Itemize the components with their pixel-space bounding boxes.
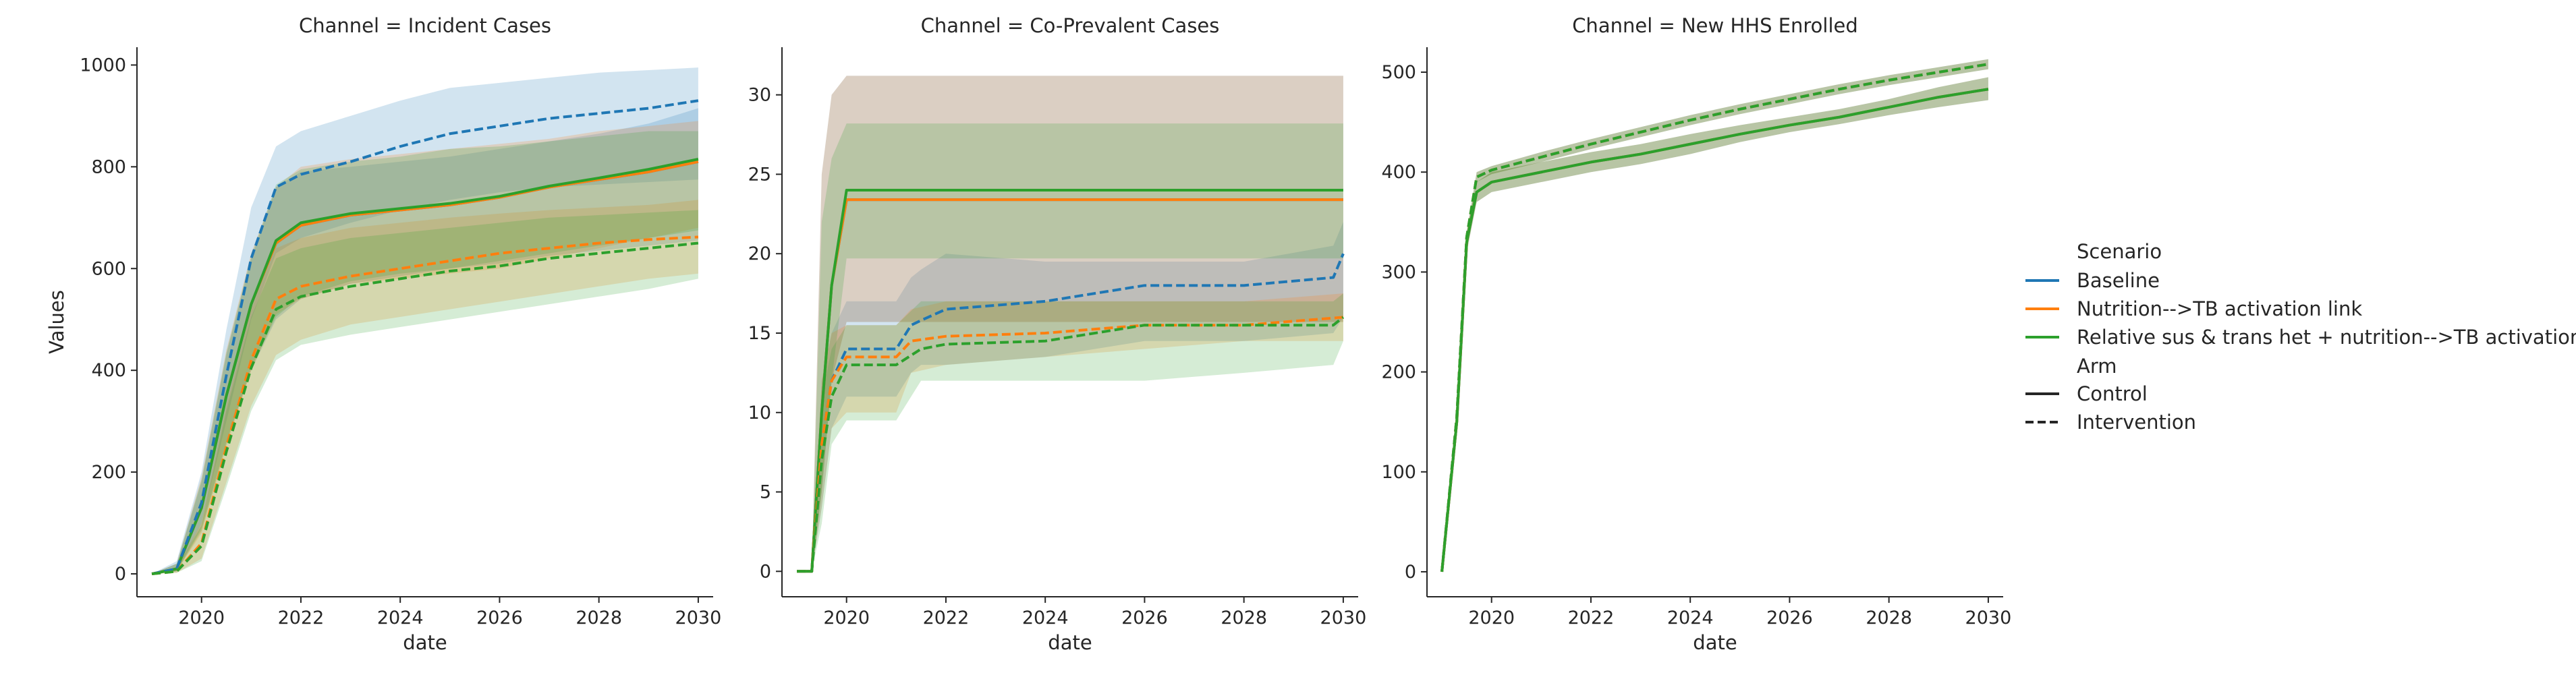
x-tick-label: 2020	[1468, 608, 1515, 628]
y-tick-label: 400	[1381, 162, 1416, 183]
x-tick-label: 2022	[278, 608, 325, 628]
legend-item-scenario-2: Relative sus & trans het + nutrition-->T…	[2025, 326, 2576, 349]
x-axis-title: date	[1693, 631, 1737, 654]
panel-title: Channel = New HHS Enrolled	[1572, 14, 1858, 37]
confidence-bands	[152, 67, 698, 575]
y-tick-label: 0	[1405, 562, 1416, 583]
ci-band	[1442, 77, 1988, 572]
x-tick-label: 2020	[178, 608, 225, 628]
y-tick-label: 200	[91, 462, 126, 483]
y-tick-label: 600	[91, 258, 126, 279]
x-tick-label: 2028	[576, 608, 622, 628]
x-tick-label: 2024	[377, 608, 424, 628]
series-line	[151, 158, 699, 576]
series-line	[1440, 63, 1989, 572]
x-tick-label: 2020	[823, 608, 870, 628]
series-line	[797, 188, 1343, 573]
y-tick-label: 20	[748, 243, 771, 264]
x-axis-title: date	[1048, 631, 1092, 654]
series-lines	[797, 188, 1345, 573]
ci-band	[797, 293, 1343, 572]
x-axis-title: date	[403, 631, 447, 654]
x-tick-label: 2026	[1766, 608, 1813, 628]
x-tick-label: 2026	[476, 608, 523, 628]
panel-2: Channel = Co-Prevalent Cases 2020 2022 2024…	[748, 14, 1367, 654]
panel-title: Channel = Co-Prevalent Cases	[921, 14, 1220, 37]
ci-band	[152, 67, 698, 575]
panel-title: Channel = Incident Cases	[299, 14, 551, 37]
ci-band	[152, 210, 698, 575]
y-tick-label: 0	[760, 561, 771, 582]
legend-label: Baseline	[2077, 269, 2160, 292]
y-tick-label: 300	[1381, 262, 1416, 283]
series-lines	[1440, 63, 1989, 572]
x-tick-label: 2028	[1866, 608, 1912, 628]
x-tick-label: 2030	[1965, 608, 2012, 628]
ci-band	[1442, 77, 1988, 572]
series-line	[151, 241, 699, 576]
legend-label: Relative sus & trans het + nutrition-->T…	[2077, 326, 2576, 349]
ci-band	[797, 222, 1343, 572]
y-tick-label: 15	[748, 323, 771, 344]
legend-title-scenario: Scenario	[2077, 240, 2162, 263]
y-tick-label: 400	[91, 360, 126, 381]
legend-item-arm-control: Control	[2025, 382, 2148, 405]
series-line	[797, 316, 1345, 573]
y-tick-label: 200	[1381, 362, 1416, 383]
x-tick-label: 2026	[1121, 608, 1168, 628]
y-axis-title: Values	[45, 290, 68, 354]
legend-label: Control	[2077, 382, 2148, 405]
y-tick-label: 800	[91, 156, 126, 177]
ci-band	[152, 108, 698, 575]
ci-band	[797, 293, 1343, 572]
y-tick-label: 25	[748, 164, 771, 185]
x-tick-label: 2030	[1320, 608, 1367, 628]
y-tick-label: 30	[748, 85, 771, 106]
legend-title-arm: Arm	[2077, 355, 2117, 378]
ci-band	[1442, 77, 1988, 572]
series-line	[151, 99, 699, 576]
series-line	[797, 253, 1345, 573]
x-tick-label: 2022	[1568, 608, 1615, 628]
legend-item-scenario-0: Baseline	[2025, 269, 2160, 292]
x-tick-label: 2024	[1022, 608, 1069, 628]
legend-item-arm-intervention: Intervention	[2025, 411, 2196, 434]
x-tick-label: 2022	[923, 608, 970, 628]
y-tick-label: 1000	[80, 55, 126, 76]
legend-label: Nutrition-->TB activation link	[2077, 297, 2362, 320]
y-tick-label: 10	[748, 403, 771, 423]
y-tick-label: 500	[1381, 62, 1416, 83]
panel-1: Channel = Incident Cases 2020 2022 2024 2026…	[45, 14, 721, 654]
panel-3: Channel = New HHS Enrolled 2020 2022 2024 20…	[1381, 14, 2011, 654]
y-tick-label: 0	[115, 564, 126, 585]
legend: Scenario Baseline Nutrition-->TB activat…	[2025, 240, 2576, 434]
x-tick-label: 2024	[1667, 608, 1714, 628]
series-line	[1440, 88, 1989, 572]
x-tick-label: 2028	[1221, 608, 1267, 628]
y-tick-label: 100	[1381, 462, 1416, 483]
legend-item-scenario-1: Nutrition-->TB activation link	[2025, 297, 2362, 320]
ci-band	[152, 131, 698, 575]
confidence-bands	[1442, 59, 1988, 572]
x-tick-label: 2030	[675, 608, 722, 628]
y-tick-label: 5	[760, 482, 771, 503]
ci-band	[797, 123, 1343, 572]
chart-panels: Channel = Incident Cases 2020 2022 2024 2026…	[45, 14, 2011, 654]
series-lines	[151, 99, 699, 576]
legend-label: Intervention	[2077, 411, 2196, 434]
ci-band	[152, 200, 698, 575]
